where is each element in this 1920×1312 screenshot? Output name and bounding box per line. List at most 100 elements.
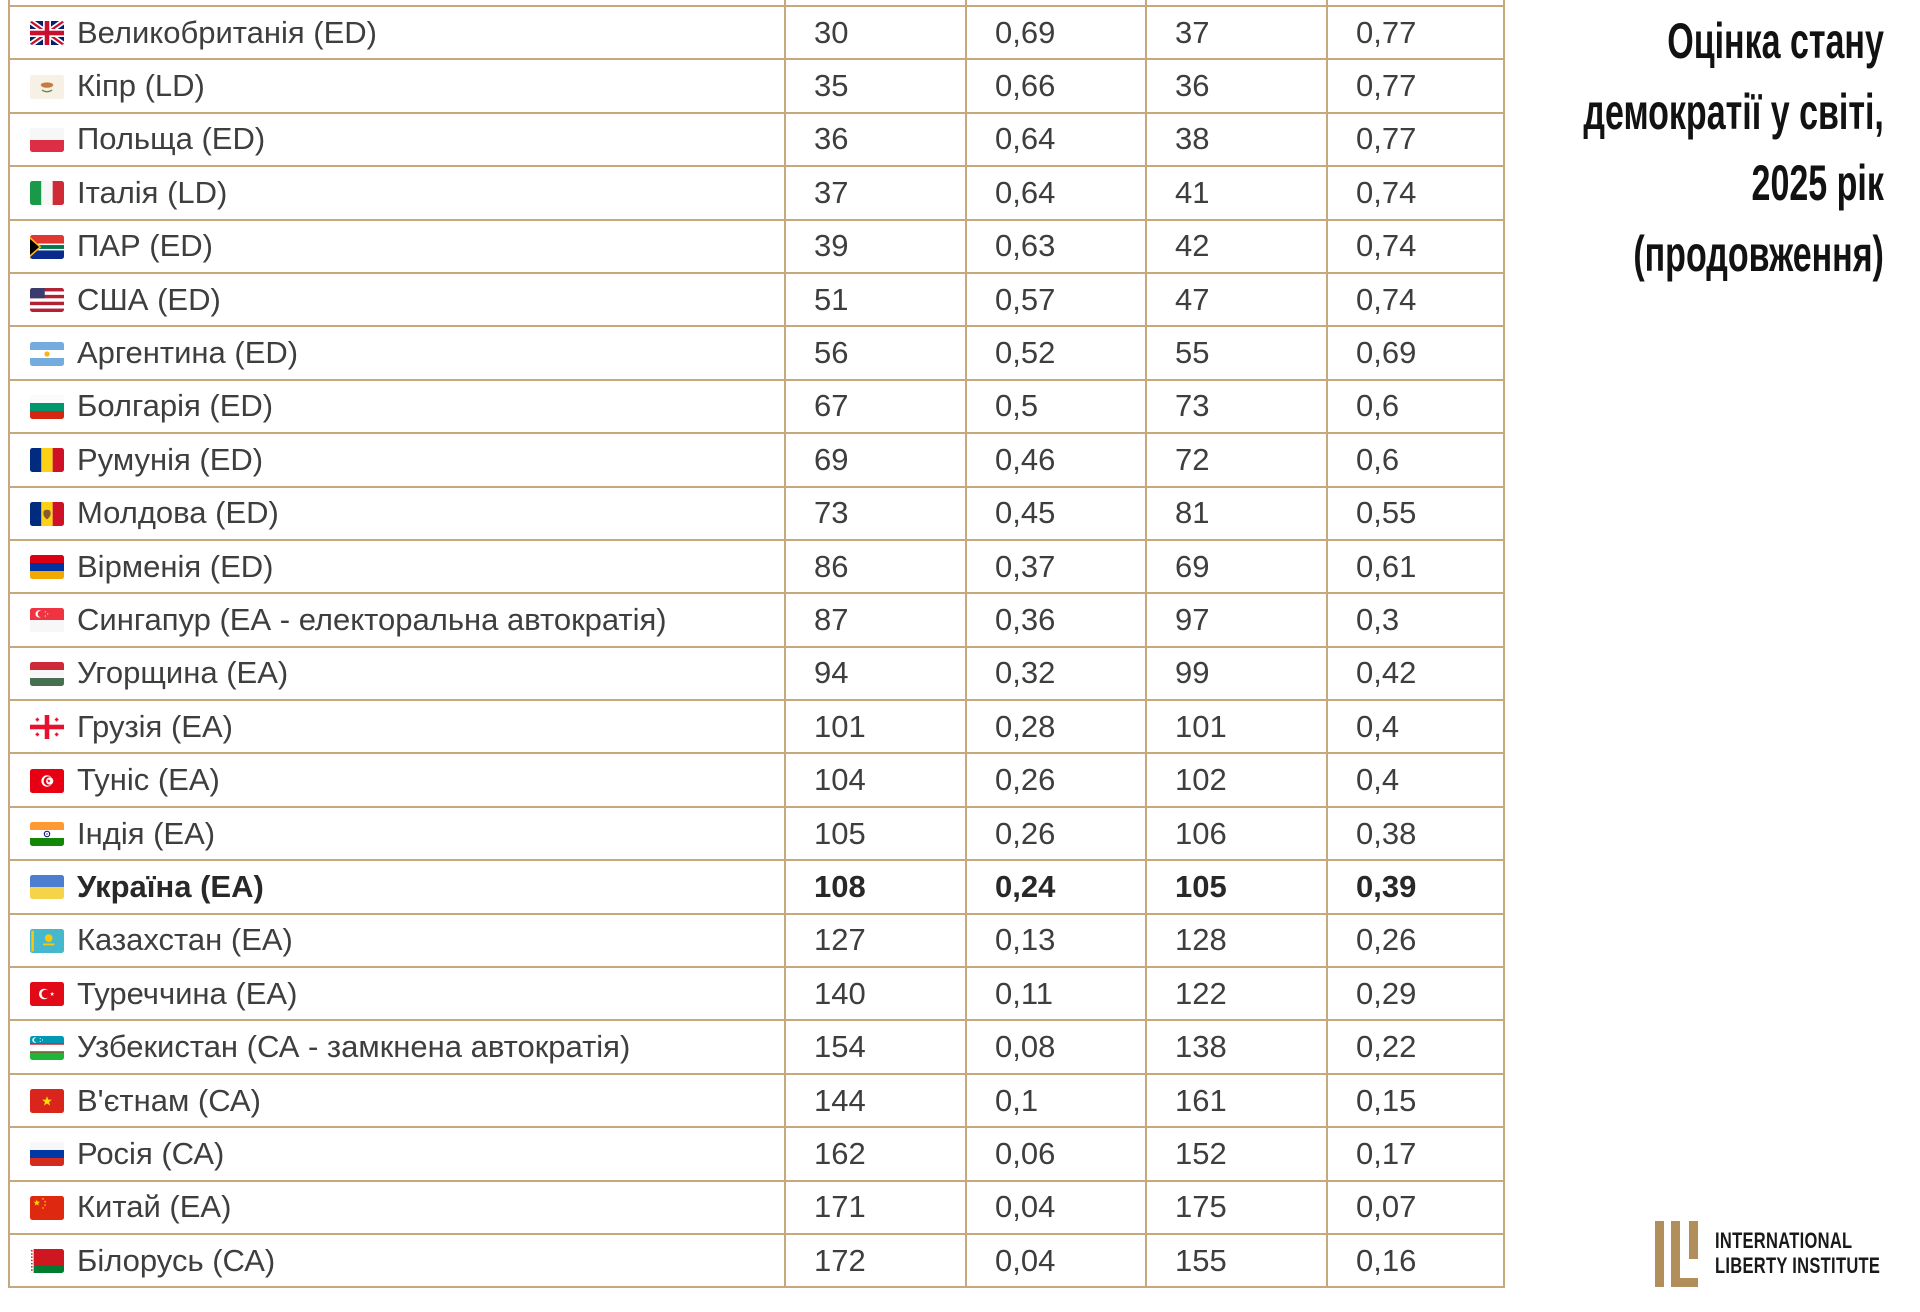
value-cell-r1-c4: 0,77 (1328, 7, 1505, 61)
country-cell-row-5: ПАР (ED) (10, 220, 786, 274)
value-cell-r14-c1: 101 (786, 701, 967, 755)
country-label: Кіпр (LD) (77, 68, 205, 104)
value-cell-r17-c1: 108 (786, 861, 967, 915)
country-cell-row-19: Туреччина (ЕА) (10, 968, 786, 1022)
value-cell-r2-c4: 0,77 (1328, 60, 1505, 114)
country-cell-row-10: Молдова (ED) (10, 487, 786, 541)
country-cell-row-7: Аргентина (ED) (10, 327, 786, 381)
country-label: Індія (ЕА) (77, 815, 216, 851)
value-cell-r11-c1: 86 (786, 540, 967, 595)
value-cell-r13-c4: 0,42 (1328, 647, 1505, 702)
value-cell-r21-c4: 0,15 (1328, 1074, 1505, 1129)
country-label: Китай (ЕА) (77, 1189, 232, 1225)
flag-md-icon (30, 501, 64, 526)
value-cell-r3-c4: 0,77 (1328, 113, 1505, 168)
value-cell-r24-c4: 0,16 (1328, 1234, 1505, 1289)
country-cell-row-24: Білорусь (СА) (10, 1234, 786, 1289)
value-cell-r8-c3: 73 (1147, 380, 1328, 435)
value-cell-r23-c3: 175 (1147, 1181, 1328, 1235)
value-cell-r2-c3: 36 (1147, 60, 1328, 114)
country-label: Болгарія (ED) (77, 388, 274, 424)
value-cell-r14-c2: 0,28 (967, 701, 1147, 755)
value-cell-r5-c4: 0,74 (1328, 220, 1505, 274)
value-cell-r7-c3: 55 (1147, 327, 1328, 381)
flag-ge-icon (30, 715, 64, 740)
flag-ar-icon (30, 341, 64, 366)
value-cell-r1-c2: 0,69 (967, 7, 1147, 61)
country-label: Узбекистан (СА - замкнена автократія) (77, 1029, 631, 1065)
country-label: Угорщина (ЕА) (77, 655, 289, 691)
value-cell-r24-c3: 155 (1147, 1234, 1328, 1289)
country-label: Польща (ED) (77, 121, 266, 157)
page-title: Оцінка стану демократії у світі, 2025 рі… (1584, 6, 1884, 290)
country-cell-row-16: Індія (ЕА) (10, 807, 786, 862)
value-cell-r24-c1: 172 (786, 1234, 967, 1289)
democracy-rankings-table: Великобританія (ED) 30 0,69 37 0,77 Кіпр (LD)… (8, 0, 1505, 1289)
country-cell-row-11: Вірменія (ED) (10, 540, 786, 595)
table-top-sliver-cell (967, 0, 1147, 7)
value-cell-r24-c2: 0,04 (967, 1234, 1147, 1289)
flag-by-icon (30, 1249, 64, 1274)
value-cell-r13-c3: 99 (1147, 647, 1328, 702)
logo-line-2: LIBERTY INSTITUTE (1715, 1253, 1881, 1278)
value-cell-r20-c3: 138 (1147, 1021, 1328, 1075)
value-cell-r9-c3: 72 (1147, 434, 1328, 488)
value-cell-r10-c1: 73 (786, 487, 967, 541)
monogram-bar (1655, 1221, 1664, 1287)
country-label: Вірменія (ED) (77, 548, 274, 584)
flag-tr-icon (30, 982, 64, 1007)
flag-cn-icon (30, 1195, 64, 1220)
country-label: Грузія (ЕА) (77, 708, 233, 744)
value-cell-r10-c2: 0,45 (967, 487, 1147, 541)
value-cell-r7-c1: 56 (786, 327, 967, 381)
monogram-bar (1671, 1278, 1698, 1287)
value-cell-r6-c4: 0,74 (1328, 273, 1505, 328)
value-cell-r17-c2: 0,24 (967, 861, 1147, 915)
country-cell-row-17: Україна (ЕА) (10, 861, 786, 915)
value-cell-r10-c3: 81 (1147, 487, 1328, 541)
country-label: Аргентина (ED) (77, 335, 299, 371)
value-cell-r4-c4: 0,74 (1328, 167, 1505, 221)
flag-in-icon (30, 822, 64, 847)
flag-uz-icon (30, 1035, 64, 1060)
table-top-sliver-cell (786, 0, 967, 7)
table-top-sliver-cell (1328, 0, 1505, 7)
country-cell-row-4: Італія (LD) (10, 167, 786, 221)
country-cell-row-23: Китай (ЕА) (10, 1181, 786, 1235)
title-line-4: (продовження) (1633, 226, 1884, 282)
value-cell-r1-c3: 37 (1147, 7, 1328, 61)
value-cell-r15-c1: 104 (786, 754, 967, 808)
flag-ua-icon (30, 875, 64, 900)
value-cell-r15-c2: 0,26 (967, 754, 1147, 808)
country-label: Туніс (ЕА) (77, 762, 220, 798)
country-label: Румунія (ED) (77, 441, 264, 477)
value-cell-r9-c4: 0,6 (1328, 434, 1505, 488)
country-cell-row-15: Туніс (ЕА) (10, 754, 786, 808)
value-cell-r18-c4: 0,26 (1328, 914, 1505, 969)
flag-ru-icon (30, 1142, 64, 1167)
table-top-sliver-cell (1147, 0, 1328, 7)
value-cell-r22-c4: 0,17 (1328, 1128, 1505, 1182)
value-cell-r19-c3: 122 (1147, 968, 1328, 1022)
value-cell-r5-c2: 0,63 (967, 220, 1147, 274)
value-cell-r9-c2: 0,46 (967, 434, 1147, 488)
country-label: Туреччина (ЕА) (77, 975, 298, 1011)
value-cell-r11-c3: 69 (1147, 540, 1328, 595)
country-cell-row-3: Польща (ED) (10, 113, 786, 168)
ili-monogram-icon (1655, 1221, 1699, 1287)
value-cell-r13-c1: 94 (786, 647, 967, 702)
value-cell-r20-c1: 154 (786, 1021, 967, 1075)
value-cell-r19-c2: 0,11 (967, 968, 1147, 1022)
flag-cy-icon (30, 74, 64, 99)
country-cell-row-9: Румунія (ED) (10, 434, 786, 488)
value-cell-r16-c2: 0,26 (967, 807, 1147, 862)
country-cell-row-1: Великобританія (ED) (10, 7, 786, 61)
value-cell-r11-c4: 0,61 (1328, 540, 1505, 595)
value-cell-r14-c4: 0,4 (1328, 701, 1505, 755)
country-label: Білорусь (СА) (77, 1242, 276, 1278)
value-cell-r22-c3: 152 (1147, 1128, 1328, 1182)
value-cell-r3-c3: 38 (1147, 113, 1328, 168)
flag-am-icon (30, 555, 64, 580)
title-line-3: 2025 рік (1751, 155, 1884, 211)
